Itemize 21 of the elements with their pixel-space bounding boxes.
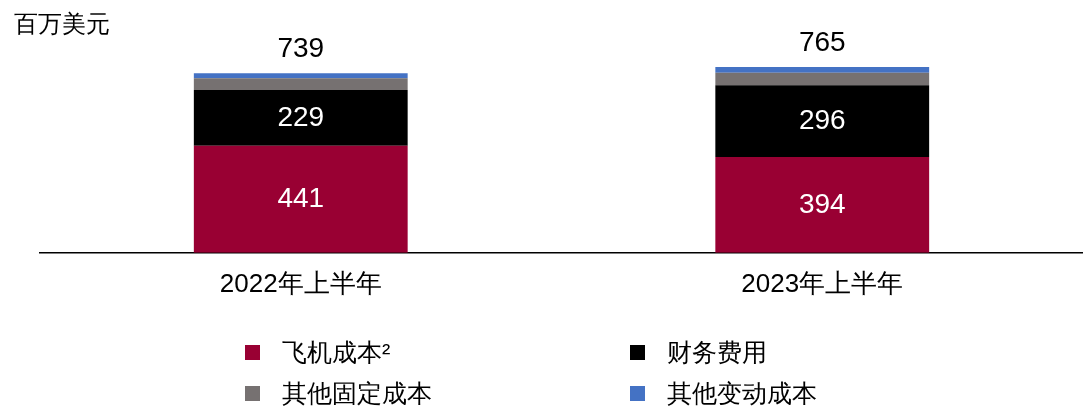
data-label: 394 [798, 187, 846, 219]
data-label: 296 [798, 103, 846, 135]
bar [193, 73, 408, 79]
data-label: 441 [277, 181, 325, 213]
legend-label: 飞机成本² [282, 337, 391, 368]
bar [715, 72, 930, 86]
bar [193, 78, 408, 90]
legend-label: 其他固定成本 [282, 378, 432, 409]
legend-label: 其他变动成本 [667, 378, 817, 409]
total-label: 765 [798, 25, 846, 57]
x-tick-label: 2022年上半年 [219, 267, 382, 298]
y-axis-title: 百万美元 [14, 9, 110, 39]
bar [193, 145, 408, 253]
bar [193, 90, 408, 146]
data-label: 229 [277, 100, 325, 132]
x-tick-label: 2023年上半年 [741, 267, 904, 298]
total-label: 739 [277, 31, 325, 63]
bar [715, 85, 930, 158]
bar [715, 66, 930, 73]
bar [715, 157, 930, 253]
legend-label: 财务费用 [667, 337, 767, 368]
